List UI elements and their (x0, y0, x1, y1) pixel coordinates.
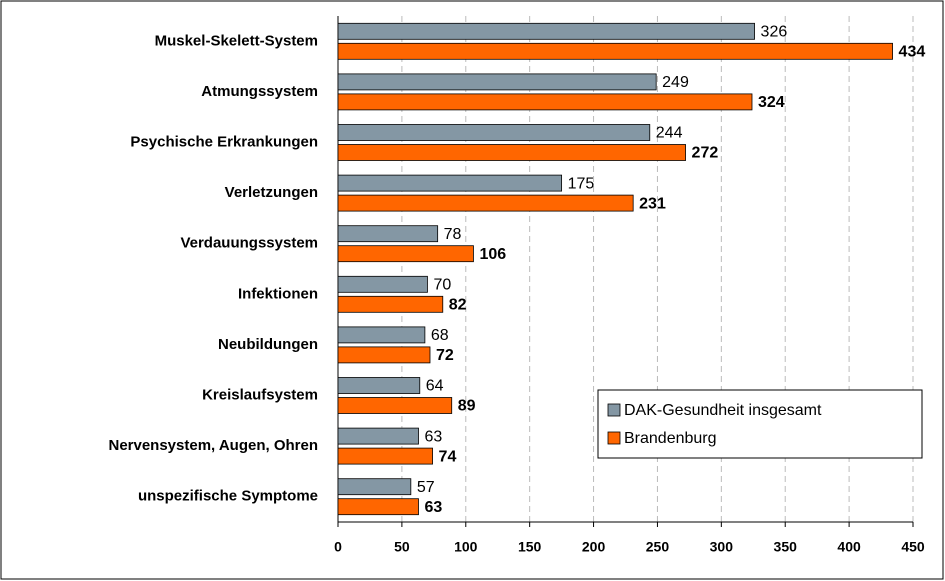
legend-label: DAK-Gesundheit insgesamt (624, 402, 822, 419)
value-label: 78 (444, 226, 462, 243)
bar (337, 194, 634, 212)
category-label: unspezifische Symptome (138, 488, 318, 505)
bar (337, 447, 433, 465)
category-label: Atmungssystem (201, 83, 318, 100)
category-label: Kreislaufsystem (202, 386, 318, 403)
category-label: Infektionen (238, 285, 318, 302)
bar (337, 275, 428, 293)
value-label: 326 (761, 24, 788, 41)
category-label: Verdauungssystem (180, 235, 318, 252)
bar (337, 377, 421, 394)
category-label: Verletzungen (225, 184, 318, 201)
x-tick-label: 0 (334, 539, 342, 555)
category-label: Nervensystem, Augen, Ohren (108, 437, 318, 454)
bar (337, 245, 474, 263)
bar (337, 93, 753, 111)
value-label: 106 (479, 246, 506, 263)
value-label: 63 (425, 499, 443, 516)
x-tick-label: 350 (774, 539, 798, 555)
bar (337, 498, 419, 516)
bar (337, 225, 439, 243)
value-label: 244 (656, 125, 683, 142)
value-label: 74 (439, 448, 457, 465)
bar (337, 73, 657, 91)
bar (337, 174, 563, 192)
value-label: 68 (431, 327, 449, 344)
value-label: 70 (433, 277, 451, 294)
legend-label: Brandenburg (624, 430, 717, 447)
category-label: Neubildungen (218, 336, 318, 353)
value-label: 82 (449, 297, 467, 314)
bar (337, 42, 893, 60)
bar (337, 346, 431, 364)
value-label: 249 (662, 74, 689, 91)
bar (337, 22, 755, 40)
x-tick-label: 400 (837, 539, 861, 555)
value-label: 434 (899, 44, 926, 61)
x-tick-label: 150 (518, 539, 542, 555)
value-label: 57 (417, 479, 435, 496)
value-label: 231 (639, 195, 666, 212)
value-label: 89 (458, 398, 476, 415)
value-label: 63 (425, 428, 443, 445)
bar (337, 144, 686, 161)
bar (337, 478, 412, 496)
legend-box (597, 389, 923, 459)
x-tick-label: 250 (646, 539, 670, 555)
bar (337, 295, 444, 313)
x-tick-label: 300 (710, 539, 734, 555)
value-label: 324 (758, 94, 785, 111)
legend-swatch (607, 431, 621, 445)
bar (337, 427, 419, 445)
value-label: 64 (426, 378, 444, 395)
category-label: Muskel-Skelett-System (155, 32, 318, 49)
bar (337, 326, 426, 344)
value-label: 175 (568, 175, 595, 192)
x-tick-label: 100 (454, 539, 478, 555)
bar (337, 124, 651, 141)
x-tick-label: 200 (582, 539, 606, 555)
legend-swatch (607, 403, 621, 417)
value-label: 272 (692, 145, 719, 162)
x-tick-label: 450 (901, 539, 925, 555)
x-tick-label: 50 (394, 539, 410, 555)
value-label: 72 (436, 347, 454, 364)
category-label: Psychische Erkrankungen (130, 133, 318, 150)
bar (337, 397, 453, 414)
